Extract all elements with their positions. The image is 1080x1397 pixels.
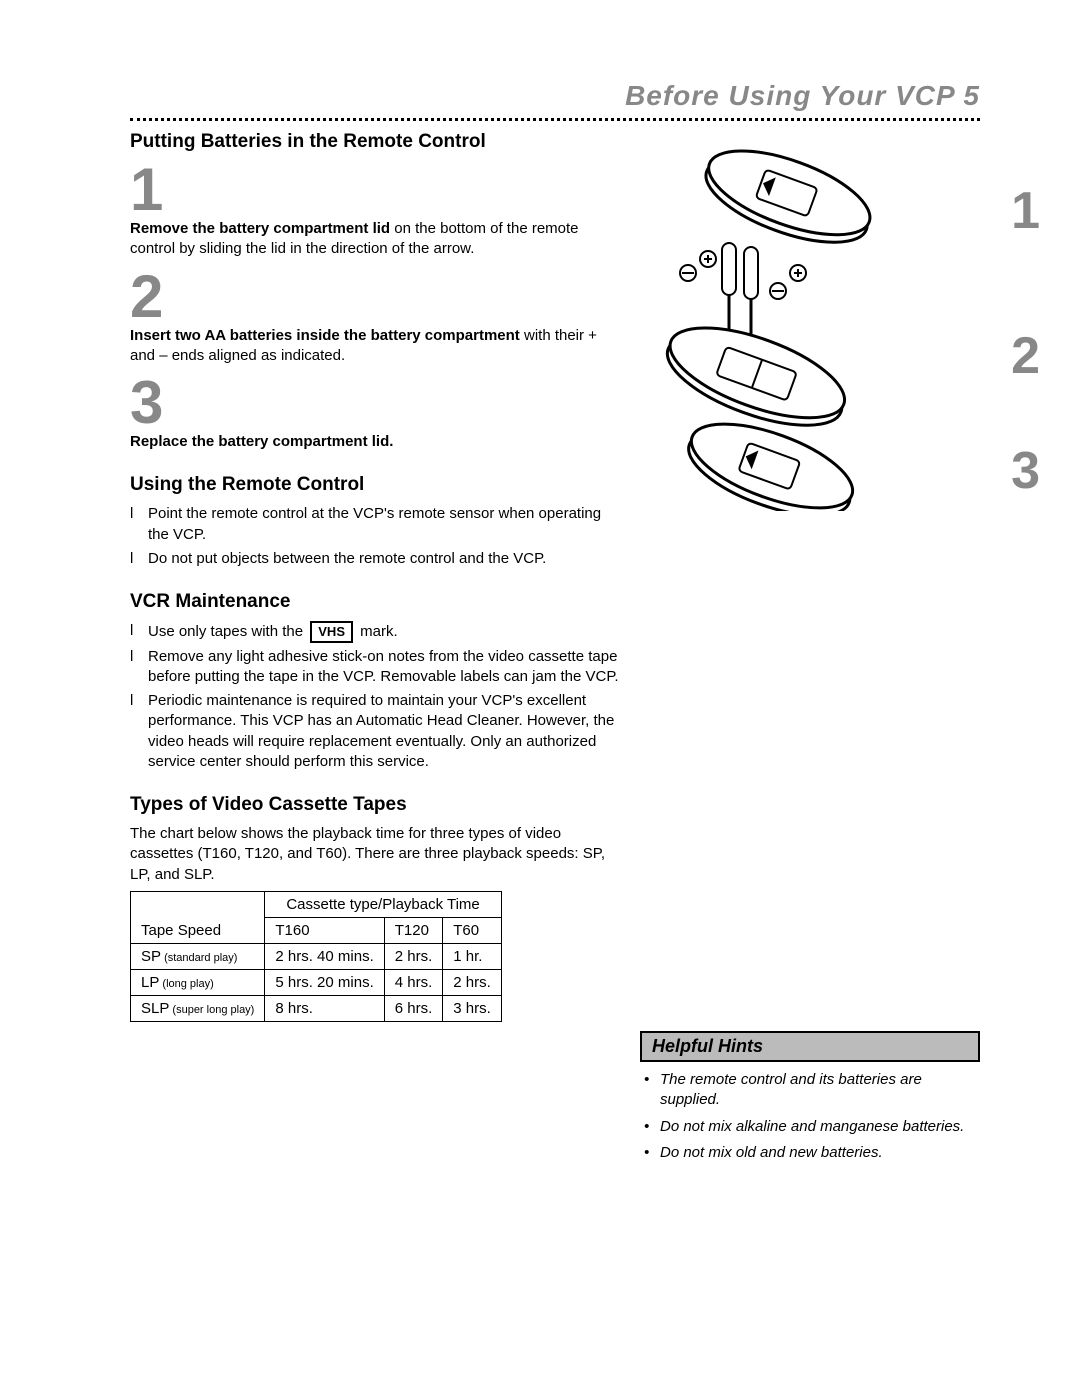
hint-item: •The remote control and its batteries ar… <box>644 1070 976 1111</box>
row-label: SP (standard play) <box>131 943 265 969</box>
bullet-item: lUse only tapes with the VHS mark. <box>130 621 620 643</box>
table-col-head: T60 <box>443 917 502 943</box>
section4-intro: The chart below shows the playback time … <box>130 824 620 885</box>
table-cell: 2 hrs. <box>384 943 443 969</box>
vhs-logo: VHS <box>310 621 353 643</box>
page-header-title: Before Using Your VCP 5 <box>130 80 980 112</box>
table-col-head: T120 <box>384 917 443 943</box>
hints-title: Helpful Hints <box>640 1031 980 1062</box>
section1-title: Putting Batteries in the Remote Control <box>130 131 620 153</box>
section3-title: VCR Maintenance <box>130 591 620 613</box>
row-label: LP (long play) <box>131 969 265 995</box>
bullet-item: lDo not put objects between the remote c… <box>130 549 620 569</box>
table-row: LP (long play)5 hrs. 20 mins.4 hrs.2 hrs… <box>131 969 502 995</box>
table-col-head: T160 <box>265 917 384 943</box>
step-text: Insert two AA batteries inside the batte… <box>130 326 620 367</box>
table-cell: 1 hr. <box>443 943 502 969</box>
step-text: Replace the battery compartment lid. <box>130 432 620 452</box>
table-cell: 3 hrs. <box>443 995 502 1021</box>
table-cell: 2 hrs. <box>443 969 502 995</box>
section4-title: Types of Video Cassette Tapes <box>130 794 620 816</box>
step-number: 2 <box>130 270 620 324</box>
hint-item: •Do not mix old and new batteries. <box>644 1143 976 1163</box>
step-number: 3 <box>130 376 620 430</box>
step-number: 1 <box>130 163 620 217</box>
bullet-item: lRemove any light adhesive stick-on note… <box>130 647 620 688</box>
left-column: Putting Batteries in the Remote Control … <box>130 131 620 1169</box>
section2-title: Using the Remote Control <box>130 474 620 496</box>
header-divider <box>130 118 980 121</box>
table-row: SLP (super long play)8 hrs.6 hrs.3 hrs. <box>131 995 502 1021</box>
table-group-head: Cassette type/Playback Time <box>265 891 501 917</box>
tape-table: Tape Speed Cassette type/Playback Time T… <box>130 891 502 1022</box>
table-corner: Tape Speed <box>131 891 265 943</box>
diagram-step-2: 2 <box>1011 326 1040 386</box>
table-cell: 6 hrs. <box>384 995 443 1021</box>
table-cell: 4 hrs. <box>384 969 443 995</box>
step-text: Remove the battery compartment lid on th… <box>130 219 620 260</box>
row-label: SLP (super long play) <box>131 995 265 1021</box>
bullet-item: lPeriodic maintenance is required to mai… <box>130 691 620 772</box>
right-column: 1 2 3 Helpful Hints •The remote control … <box>620 131 980 1169</box>
helpful-hints-box: Helpful Hints •The remote control and it… <box>640 1031 980 1163</box>
remote-diagram: 1 2 3 <box>640 131 980 511</box>
table-cell: 5 hrs. 20 mins. <box>265 969 384 995</box>
table-cell: 2 hrs. 40 mins. <box>265 943 384 969</box>
remote-illustration <box>640 131 920 511</box>
diagram-step-3: 3 <box>1011 441 1040 501</box>
table-row: SP (standard play)2 hrs. 40 mins.2 hrs.1… <box>131 943 502 969</box>
diagram-step-1: 1 <box>1011 181 1040 241</box>
table-cell: 8 hrs. <box>265 995 384 1021</box>
hint-item: •Do not mix alkaline and manganese batte… <box>644 1117 976 1137</box>
bullet-item: lPoint the remote control at the VCP's r… <box>130 504 620 545</box>
